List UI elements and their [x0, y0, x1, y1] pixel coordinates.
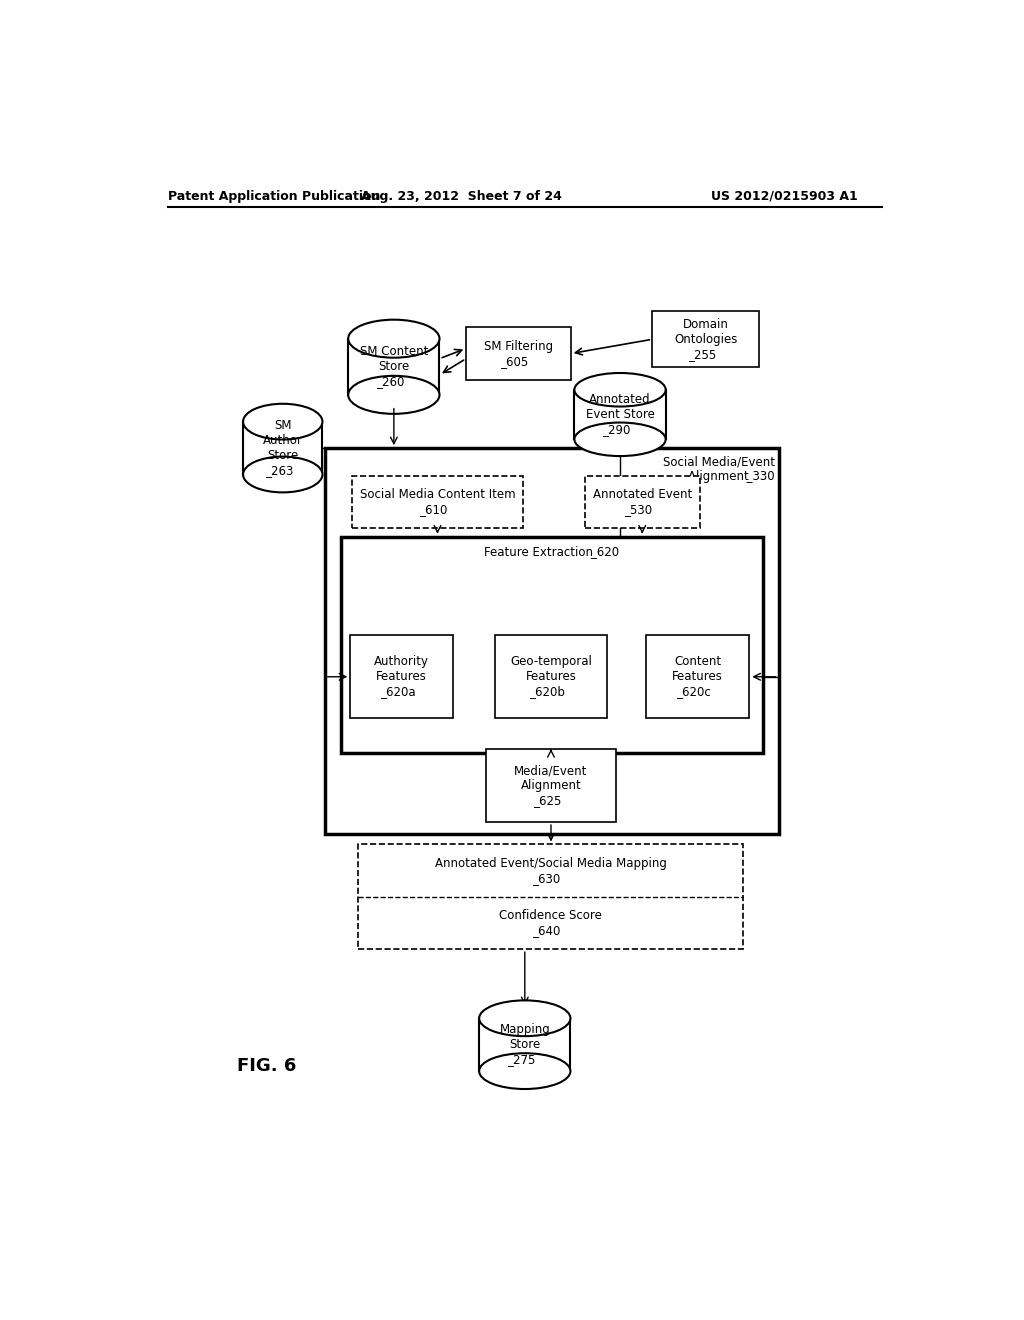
Text: Media/Event
Alignment
̲625: Media/Event Alignment ̲625	[514, 764, 588, 807]
Text: Geo-temporal
Features
̲620b: Geo-temporal Features ̲620b	[510, 655, 592, 698]
Ellipse shape	[243, 404, 323, 440]
FancyBboxPatch shape	[350, 635, 454, 718]
Ellipse shape	[574, 374, 666, 407]
Text: Confidence Score
̲640: Confidence Score ̲640	[499, 909, 602, 937]
FancyBboxPatch shape	[341, 536, 763, 752]
FancyBboxPatch shape	[352, 475, 523, 528]
Ellipse shape	[574, 422, 666, 457]
Text: Social Media Content Item
̲610: Social Media Content Item ̲610	[359, 488, 515, 516]
Polygon shape	[243, 421, 323, 474]
Polygon shape	[574, 389, 666, 440]
Text: SM Content
Store
̲260: SM Content Store ̲260	[359, 346, 428, 388]
Text: Mapping
Store
̲275: Mapping Store ̲275	[500, 1023, 550, 1067]
FancyBboxPatch shape	[652, 312, 760, 367]
FancyBboxPatch shape	[585, 475, 699, 528]
Polygon shape	[479, 1018, 570, 1071]
Text: FIG. 6: FIG. 6	[238, 1057, 297, 1074]
Text: Feature Extraction ̲620: Feature Extraction ̲620	[484, 545, 620, 557]
Ellipse shape	[479, 1053, 570, 1089]
Text: Domain
Ontologies
̲255: Domain Ontologies ̲255	[674, 318, 737, 360]
Text: Annotated Event/Social Media Mapping
̲630: Annotated Event/Social Media Mapping ̲63…	[434, 857, 667, 884]
Ellipse shape	[479, 1001, 570, 1036]
FancyBboxPatch shape	[325, 447, 778, 834]
Text: Aug. 23, 2012  Sheet 7 of 24: Aug. 23, 2012 Sheet 7 of 24	[360, 190, 562, 202]
Text: SM Filtering
̲605: SM Filtering ̲605	[484, 339, 553, 367]
Text: Annotated
Event Store
̲290: Annotated Event Store ̲290	[586, 393, 654, 436]
FancyBboxPatch shape	[496, 635, 606, 718]
FancyBboxPatch shape	[485, 748, 616, 822]
Text: Content
Features
̲620c: Content Features ̲620c	[673, 655, 723, 698]
Text: SM
Author
Store
̲263: SM Author Store ̲263	[263, 418, 303, 477]
Text: Authority
Features
̲620a: Authority Features ̲620a	[375, 655, 429, 698]
Polygon shape	[348, 339, 439, 395]
Text: Social Media/Event
Alignment ̲330: Social Media/Event Alignment ̲330	[663, 455, 775, 483]
FancyBboxPatch shape	[466, 327, 570, 380]
Ellipse shape	[348, 376, 439, 414]
Ellipse shape	[348, 319, 439, 358]
Ellipse shape	[243, 457, 323, 492]
FancyBboxPatch shape	[358, 845, 743, 949]
FancyBboxPatch shape	[646, 635, 750, 718]
Text: US 2012/0215903 A1: US 2012/0215903 A1	[712, 190, 858, 202]
Text: Patent Application Publication: Patent Application Publication	[168, 190, 380, 202]
Text: Annotated Event
̲530: Annotated Event ̲530	[593, 488, 692, 516]
